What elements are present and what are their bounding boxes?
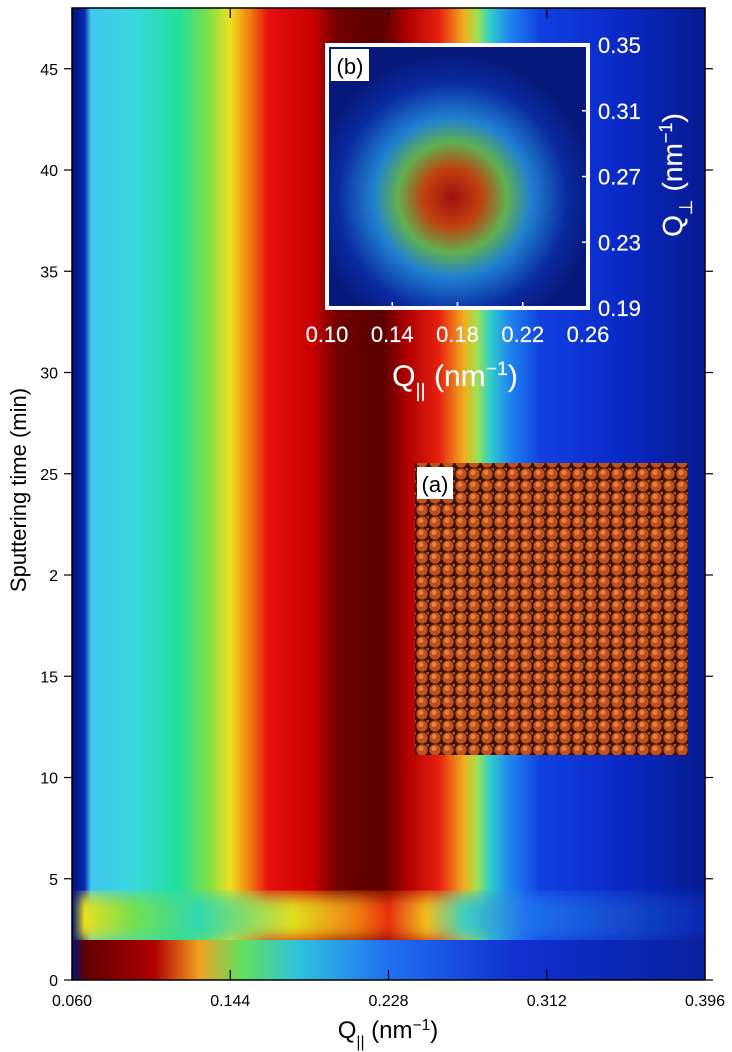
inset-label: (b) [337, 54, 364, 79]
y-tick-label: 30 [40, 366, 58, 383]
inset-y-tick-label: 0.27 [598, 165, 641, 190]
y-tick-label: 25 [40, 467, 58, 484]
y-tick-label: 2 [49, 568, 58, 585]
inset-label-box [331, 49, 369, 81]
axis-label-exponent: −1 [413, 1017, 431, 1034]
axis-label-unit: (nm [426, 360, 486, 393]
y-axis-label: Sputtering time (min) [6, 388, 31, 592]
x-tick-label: 0.228 [368, 993, 408, 1010]
axis-label-close: ) [508, 360, 518, 393]
inset-a: (a) [415, 463, 688, 755]
axis-label-exponent: −1 [486, 358, 508, 380]
axis-label-unit: (nm [657, 143, 688, 199]
y-tick-label: 5 [49, 872, 58, 889]
inset-x-tick-label: 0.18 [436, 322, 479, 347]
axes: 0.060 0.144 0.228 0.312 0.396 0 5 10 15 2 25 30 35 40… [6, 8, 725, 1051]
inset-y-tick-label: 0.35 [598, 33, 641, 58]
y-tick-label: 35 [40, 264, 58, 281]
y-tick-label: 10 [40, 771, 58, 788]
axis-label-exponent: −1 [656, 122, 676, 143]
inset-label-box [417, 467, 453, 499]
y-tick-label: 0 [49, 973, 58, 990]
y-tick-label: 40 [40, 163, 58, 180]
y-tick-label: 45 [40, 62, 58, 79]
y-tick-label: 15 [40, 669, 58, 686]
inset-y-tick-label: 0.31 [598, 99, 641, 124]
inset-x-tick-label: 0.14 [371, 322, 414, 347]
axis-label: Q|| (nm−1) [338, 1017, 439, 1051]
axis-label-symbol: Q [392, 360, 415, 393]
axis-label-symbol: Q [338, 1017, 357, 1044]
axis-label-subscript: || [415, 380, 425, 402]
inset-x-tick-label: 0.10 [306, 322, 349, 347]
axis-label-unit: (nm [365, 1017, 413, 1044]
inset-heatmap [327, 45, 588, 308]
inset-x-tick-label: 0.26 [567, 322, 610, 347]
inset-label: (a) [422, 472, 449, 497]
axis-label-close: ) [657, 113, 688, 122]
axis-label: Q|| (nm−1) [392, 358, 518, 402]
axis-label: Q⊥ (nm−1) [656, 113, 696, 237]
x-tick-label: 0.396 [685, 993, 725, 1010]
axis-label-subscript: || [356, 1034, 364, 1051]
inset-x-tick-label: 0.22 [501, 322, 544, 347]
x-tick-label: 0.144 [210, 993, 250, 1010]
inset-y-tick-label: 0.23 [598, 230, 641, 255]
heatmap-image [72, 895, 705, 940]
inset-b: (b) [325, 43, 590, 310]
x-tick-label: 0.312 [527, 993, 567, 1010]
inset-y-tick-label: 0.19 [598, 296, 641, 321]
axis-label-symbol: Q [657, 215, 688, 237]
x-tick-label: 0.060 [52, 993, 92, 1010]
axis-label-subscript: ⊥ [676, 199, 696, 215]
axis-label-close: ) [430, 1017, 438, 1044]
afm-image [415, 463, 688, 755]
